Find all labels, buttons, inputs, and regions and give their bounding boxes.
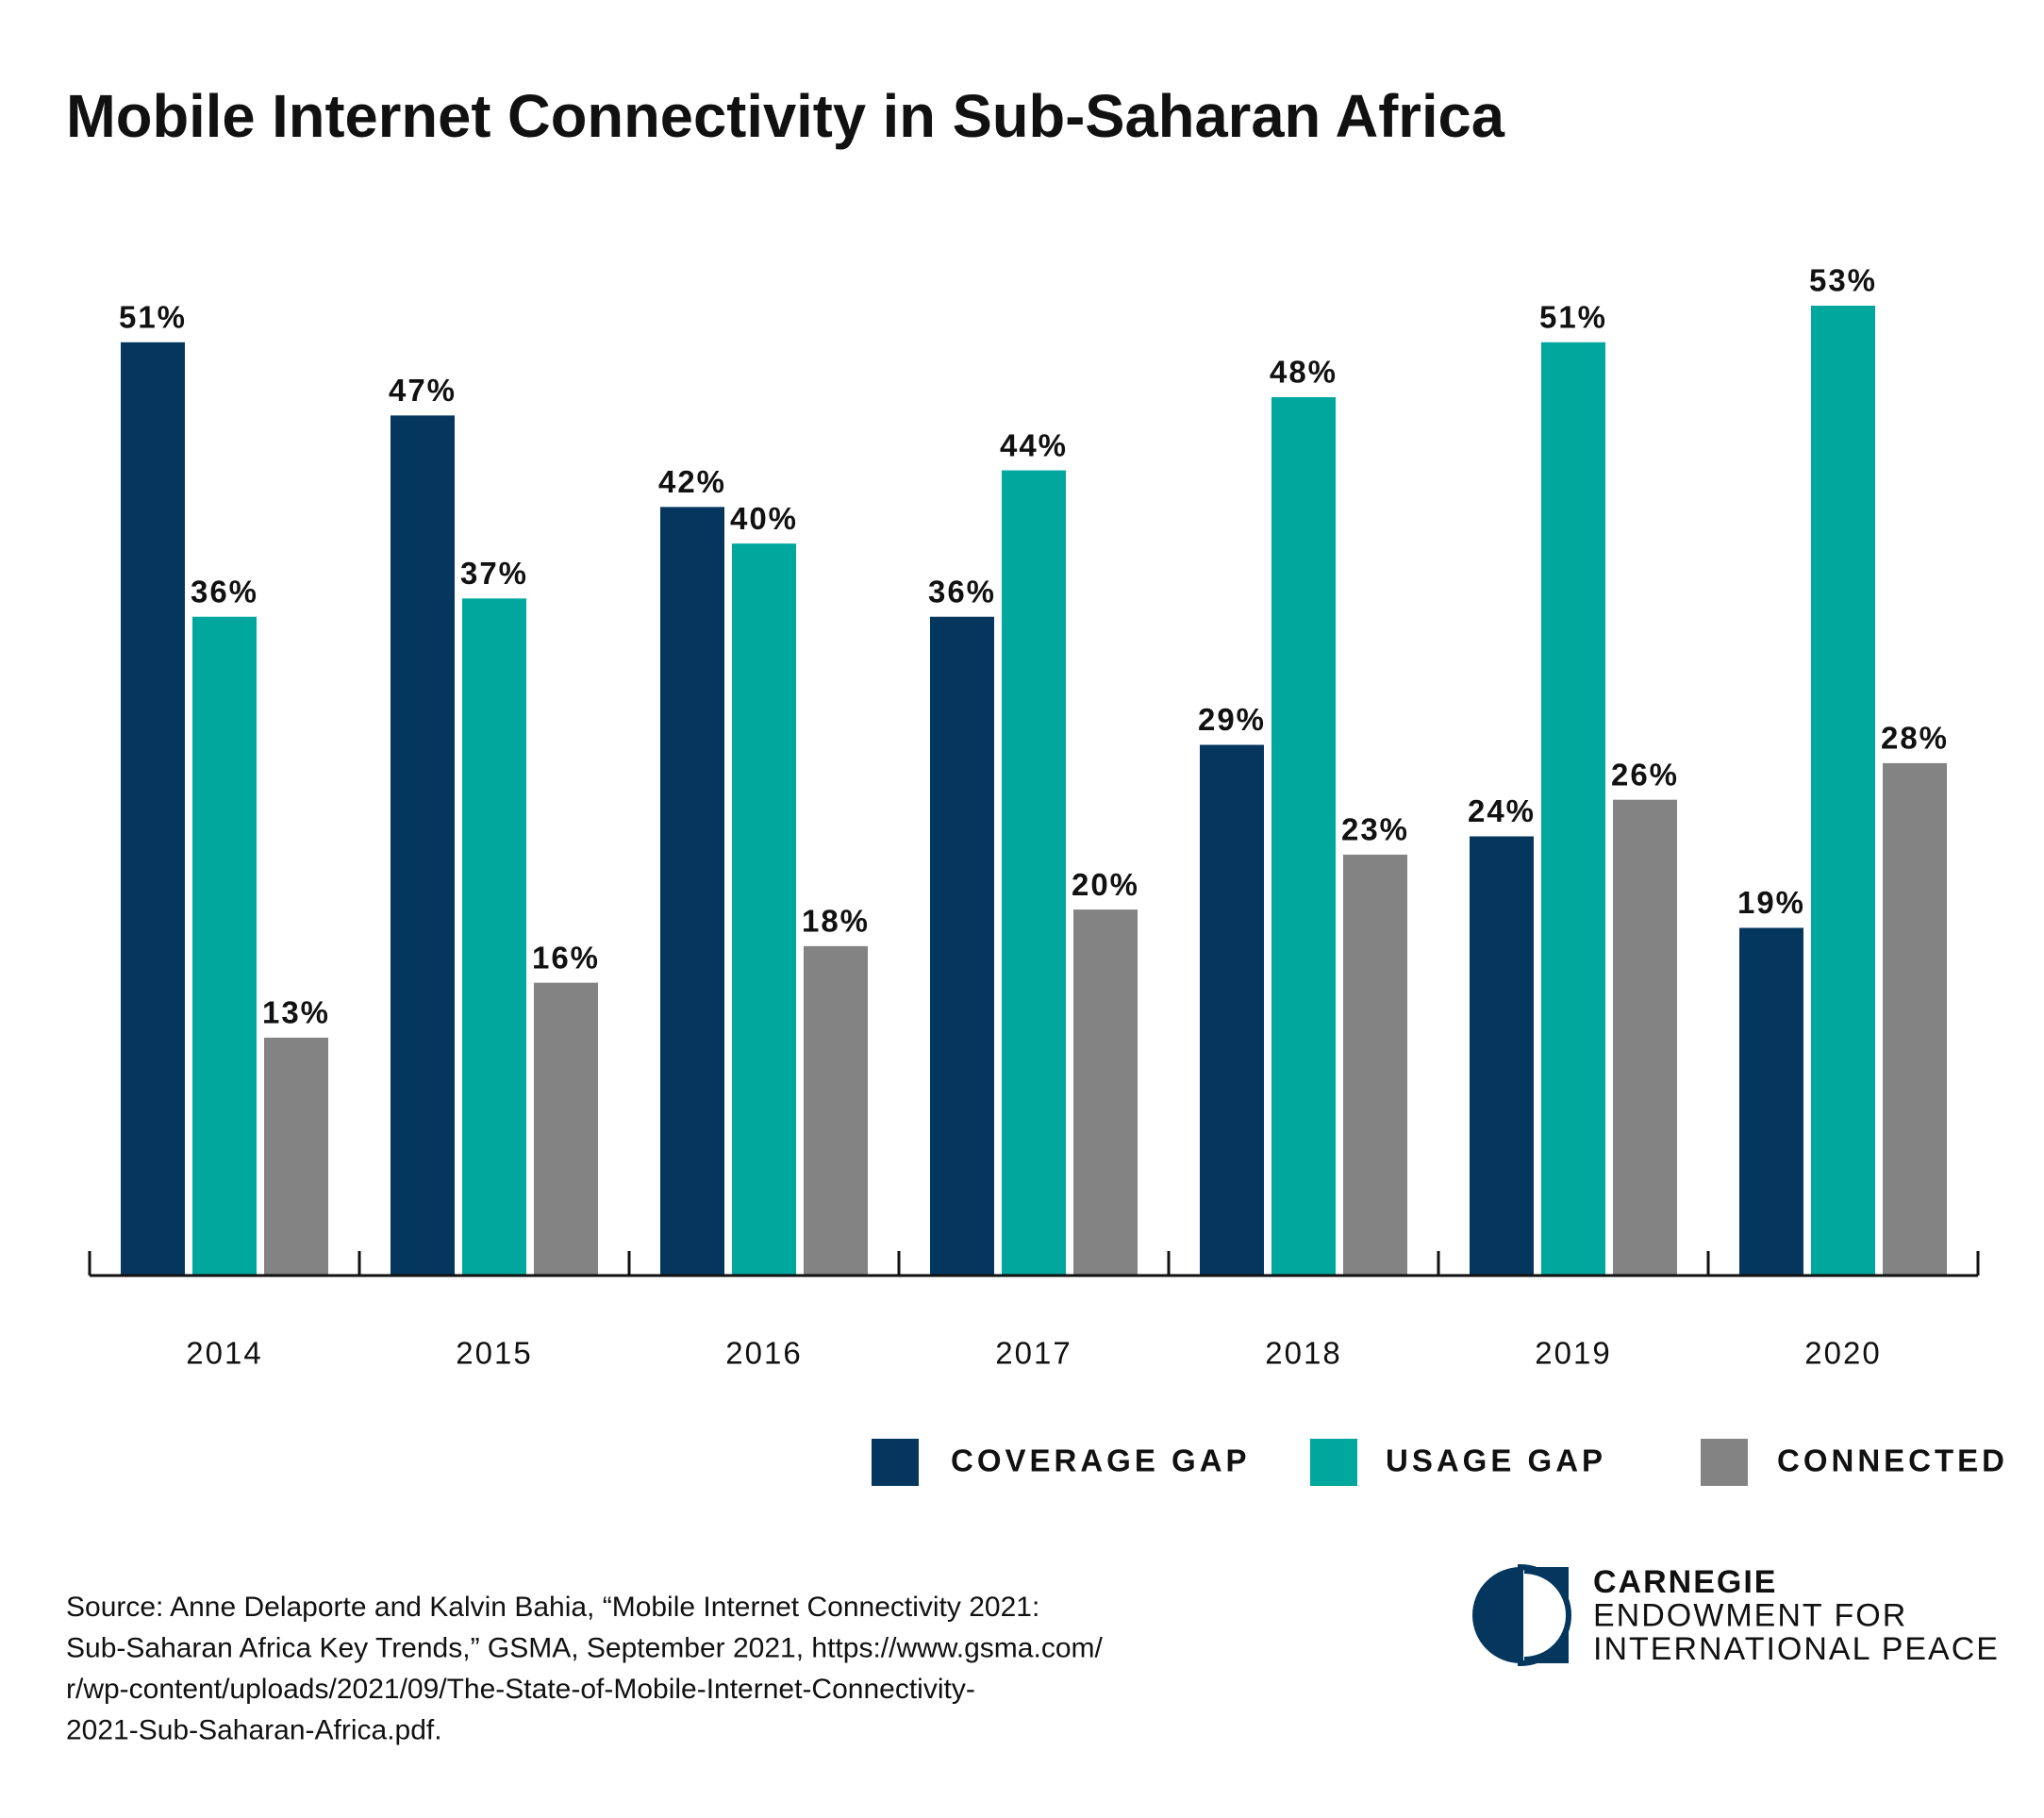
bar <box>660 507 724 1276</box>
x-tick-label: 2017 <box>995 1336 1072 1371</box>
data-label: 51% <box>1539 300 1607 335</box>
logo-text: INTERNATIONAL PEACE <box>1593 1631 2000 1667</box>
data-label: 24% <box>1468 793 1536 828</box>
data-label: 29% <box>1198 702 1266 737</box>
bar <box>192 616 257 1276</box>
logo-text: ENDOWMENT FOR <box>1593 1597 1907 1633</box>
bar <box>462 598 526 1276</box>
x-tick-label: 2015 <box>456 1336 532 1371</box>
legend-label: CONNECTED <box>1777 1443 2008 1478</box>
data-label: 53% <box>1809 263 1877 298</box>
source-note: 2021-Sub-Saharan-Africa.pdf. <box>66 1714 442 1745</box>
bar <box>1343 854 1407 1276</box>
data-label: 36% <box>928 574 996 609</box>
legend-swatch <box>1701 1439 1748 1486</box>
data-label: 26% <box>1611 757 1679 792</box>
x-tick-label: 2019 <box>1535 1336 1611 1371</box>
bar <box>1002 470 1066 1276</box>
x-tick-label: 2016 <box>725 1336 802 1371</box>
data-label: 51% <box>119 300 187 335</box>
x-tick-label: 2020 <box>1804 1336 1881 1371</box>
bar <box>930 616 994 1276</box>
bar <box>1739 927 1803 1276</box>
data-label: 47% <box>389 373 457 408</box>
data-label: 48% <box>1270 355 1338 390</box>
bar <box>1073 909 1138 1276</box>
bar <box>1811 306 1875 1276</box>
bar <box>1541 342 1605 1276</box>
data-label: 42% <box>658 464 726 499</box>
bar <box>1200 744 1264 1276</box>
data-label: 19% <box>1737 885 1805 920</box>
legend-swatch <box>1310 1439 1357 1486</box>
data-label: 16% <box>532 940 600 975</box>
data-label: 20% <box>1072 867 1139 902</box>
data-label: 40% <box>730 501 798 536</box>
logo-mark <box>1472 1563 1571 1667</box>
data-label: 36% <box>191 574 258 609</box>
source-note: r/wp-content/uploads/2021/09/The-State-o… <box>66 1674 975 1705</box>
data-label: 37% <box>460 556 528 591</box>
bar <box>1613 799 1677 1276</box>
chart-title: Mobile Internet Connectivity in Sub-Saha… <box>66 82 1504 150</box>
source-note: Source: Anne Delaporte and Kalvin Bahia,… <box>66 1592 1039 1623</box>
bar <box>121 342 185 1276</box>
data-label: 23% <box>1341 812 1409 847</box>
bar <box>264 1037 328 1276</box>
bar <box>1883 762 1947 1276</box>
source-note: Sub-Saharan Africa Key Trends,” GSMA, Se… <box>66 1632 1103 1663</box>
bar <box>1271 396 1336 1276</box>
bar <box>732 543 796 1276</box>
legend-swatch <box>872 1439 919 1486</box>
data-label: 18% <box>802 904 870 939</box>
legend-label: USAGE GAP <box>1386 1443 1606 1478</box>
bar <box>1470 836 1534 1276</box>
logo-text: CARNEGIE <box>1593 1564 1777 1600</box>
bar <box>804 945 868 1276</box>
data-label: 28% <box>1881 721 1949 756</box>
bar <box>534 982 598 1276</box>
bar <box>391 415 455 1276</box>
x-tick-label: 2014 <box>186 1336 262 1371</box>
data-label: 13% <box>262 995 330 1030</box>
x-tick-label: 2018 <box>1265 1336 1341 1371</box>
legend-label: COVERAGE GAP <box>951 1443 1251 1478</box>
data-label: 44% <box>1000 427 1068 462</box>
